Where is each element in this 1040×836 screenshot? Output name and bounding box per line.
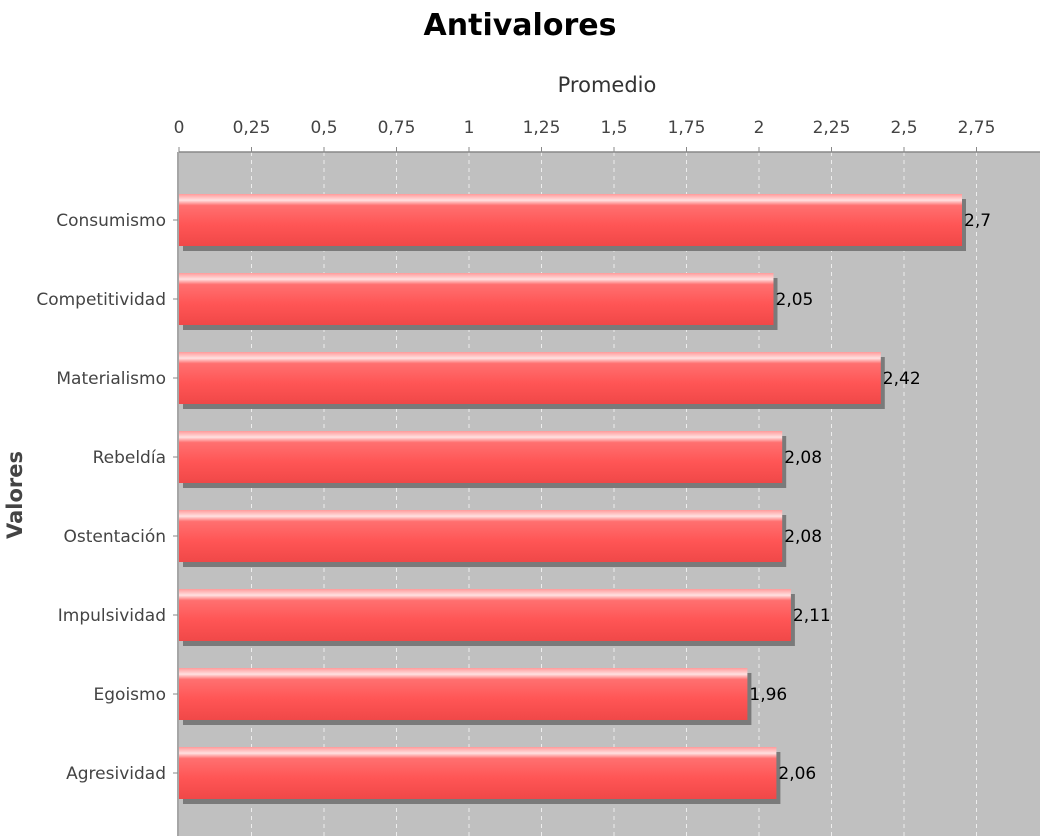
y-axis-label: Valores <box>3 451 27 539</box>
value-label: 1,96 <box>749 685 787 705</box>
tick-label: 2,25 <box>813 118 851 138</box>
value-label: 2,06 <box>778 764 816 784</box>
bar <box>179 273 778 330</box>
tick-label: 0,75 <box>378 118 416 138</box>
tick-label: 2,5 <box>890 118 917 138</box>
bar <box>179 589 795 646</box>
value-labels: 2,7 2,05 2,42 2,08 2,08 2,11 1,96 2,06 <box>749 211 991 784</box>
bars <box>179 194 966 804</box>
tick-label: 0,5 <box>310 118 337 138</box>
value-label: 2,08 <box>784 527 822 547</box>
value-label: 2,42 <box>883 369 921 389</box>
tick-label: 1 <box>464 118 475 138</box>
category-labels: Consumismo Competitividad Materialismo Rebe… <box>36 211 178 784</box>
category-label: Rebeldía <box>93 448 166 468</box>
x-axis-label: Promedio <box>558 73 657 97</box>
bar-body <box>179 273 774 325</box>
category-label: Agresividad <box>66 764 166 784</box>
category-label: Egoismo <box>94 685 166 705</box>
bar-body <box>179 194 962 246</box>
category-label: Consumismo <box>56 211 166 231</box>
tick-label: 2 <box>754 118 765 138</box>
bar-body <box>179 352 881 404</box>
tick-label: 1,5 <box>600 118 627 138</box>
plot-area <box>179 152 1040 836</box>
tick-label: 2,75 <box>958 118 996 138</box>
bar-body <box>179 589 791 641</box>
category-label: Competitividad <box>36 290 166 310</box>
x-axis-ticks: 0 0,25 0,5 0,75 1 1,25 1,5 1,75 2 2,25 2,5 2,75 <box>174 118 996 152</box>
tick-label: 0,25 <box>233 118 271 138</box>
value-label: 2,05 <box>776 290 814 310</box>
category-label: Ostentación <box>64 527 166 547</box>
bar <box>179 747 781 804</box>
bar <box>179 352 885 409</box>
tick-label: 1,25 <box>523 118 561 138</box>
tick-label: 1,75 <box>668 118 706 138</box>
tick-label: 0 <box>174 118 185 138</box>
value-label: 2,7 <box>964 211 991 231</box>
value-label: 2,11 <box>793 606 831 626</box>
category-label: Impulsividad <box>58 606 166 626</box>
value-label: 2,08 <box>784 448 822 468</box>
bar-body <box>179 747 777 799</box>
bar-body <box>179 510 783 562</box>
bar <box>179 194 966 251</box>
bar <box>179 510 787 567</box>
bar <box>179 431 787 488</box>
bar <box>179 668 752 725</box>
bar-body <box>179 668 748 720</box>
category-label: Materialismo <box>56 369 166 389</box>
bar-body <box>179 431 783 483</box>
chart-title: Antivalores <box>424 8 617 43</box>
